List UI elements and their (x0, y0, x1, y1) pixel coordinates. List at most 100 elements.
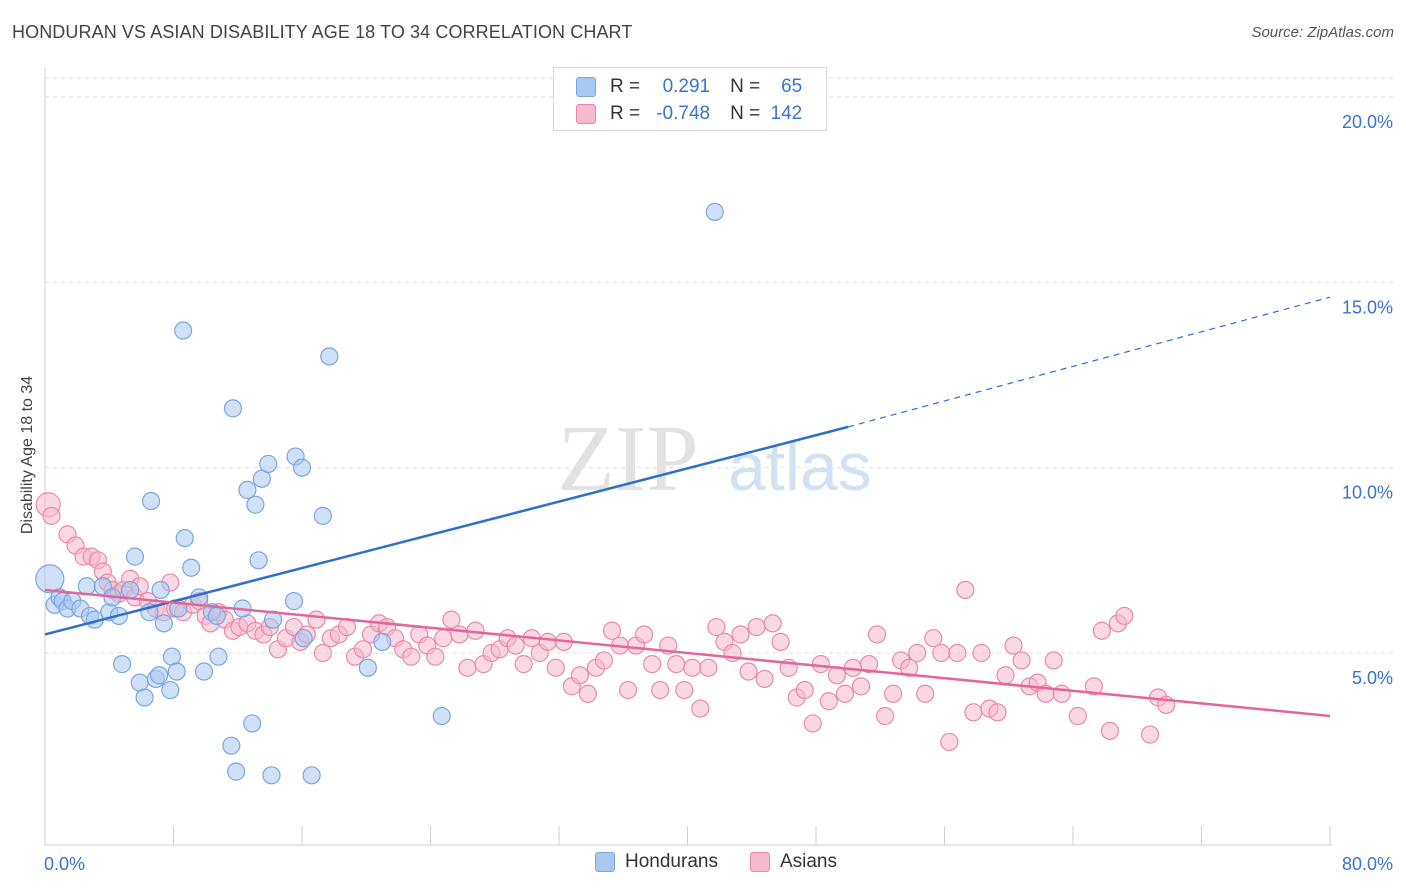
asian-point (1044, 651, 1063, 670)
honduran-point (135, 688, 154, 707)
honduran-point (161, 680, 180, 700)
asian-point (739, 662, 758, 681)
honduran-point (175, 528, 194, 548)
asian-point (643, 655, 662, 674)
asian-point (442, 610, 461, 629)
honduran-point (194, 662, 214, 681)
y-tick-label: 15.0% (1342, 297, 1393, 317)
asians-legend-label: Asians (779, 851, 837, 872)
asian-point (1084, 677, 1103, 696)
asian-point (707, 617, 726, 637)
asians-legend-swatch (749, 852, 770, 872)
legend-item-asians: Asians (749, 851, 837, 873)
asian-point (747, 617, 766, 637)
honduran-point (373, 632, 392, 651)
honduran-point (705, 202, 724, 222)
asian-point (458, 658, 477, 677)
honduran-point (238, 480, 257, 500)
honduran-point (313, 506, 332, 525)
asian-point (1012, 651, 1031, 670)
asian-point (763, 614, 782, 633)
asian-point (42, 506, 61, 525)
asian-point (956, 580, 975, 600)
asian-point (426, 647, 445, 666)
hondurans-n-value: 65 (781, 76, 803, 97)
axes (44, 68, 1332, 846)
stats-legend: R = 0.291 N = 65 R = -0.748 N = 142 (553, 67, 827, 131)
n-label: N = (730, 103, 761, 124)
asians-points (35, 492, 1176, 752)
watermark-atlas: atlas (728, 429, 872, 505)
tick-labels: 5.0% 10.0% 15.0% 20.0% 0.0% 80.0% (44, 112, 1393, 874)
asian-point (908, 643, 927, 663)
asian-point (546, 658, 565, 677)
asian-point (940, 732, 959, 752)
asian-point (691, 699, 710, 718)
asian-point (699, 658, 718, 677)
asian-point (514, 655, 533, 674)
asian-point (819, 692, 838, 711)
n-label: N = (730, 76, 761, 97)
asian-point (900, 658, 919, 677)
honduran-point (222, 736, 241, 755)
honduran-point (35, 564, 65, 594)
honduran-point (207, 606, 226, 626)
asian-point (651, 680, 670, 700)
x-tick-label-min: 0.0% (44, 854, 85, 874)
asian-point (803, 714, 822, 733)
asian-point (602, 621, 622, 640)
honduran-point (151, 580, 170, 600)
honduran-point (302, 766, 321, 785)
asian-point (755, 669, 774, 689)
honduran-point (292, 458, 312, 477)
asian-point (964, 703, 983, 722)
series-legend: Hondurans Asians (595, 851, 869, 873)
asian-point (867, 625, 887, 644)
asian-point (988, 703, 1007, 722)
asians-trend-line (44, 588, 1331, 718)
asian-point (434, 629, 453, 648)
source-credit: Source: ZipAtlas.com (1251, 24, 1394, 41)
honduran-point (227, 762, 246, 781)
honduran-point (167, 662, 186, 681)
y-tick-label: 20.0% (1342, 112, 1393, 132)
asian-point (1068, 706, 1087, 726)
asians-swatch (576, 104, 596, 124)
honduran-point (154, 614, 173, 633)
asian-point (1115, 606, 1134, 626)
asian-point (972, 643, 991, 663)
y-tick-label: 5.0% (1352, 668, 1393, 688)
honduran-point (284, 592, 304, 611)
chart-title: HONDURAN VS ASIAN DISABILITY AGE 18 TO 3… (12, 22, 633, 42)
asian-point (313, 643, 332, 663)
honduran-point (249, 551, 268, 570)
y-tick-label: 10.0% (1342, 483, 1393, 503)
hondurans-trend-line (44, 425, 849, 636)
asian-point (1004, 636, 1023, 655)
asian-point (675, 680, 694, 700)
honduran-point (243, 714, 262, 733)
hondurans-r-value: 0.291 (662, 76, 711, 97)
honduran-point (259, 454, 278, 474)
honduran-point (121, 580, 140, 600)
asian-point (538, 632, 557, 651)
asian-point (683, 658, 702, 677)
asian-point (924, 629, 943, 648)
asian-point (635, 625, 654, 644)
honduran-point (262, 766, 281, 785)
asian-point (795, 680, 814, 700)
honduran-point (125, 547, 145, 566)
asian-point (1100, 721, 1120, 740)
hondurans-points (35, 202, 724, 785)
honduran-point (112, 655, 132, 674)
asian-point (402, 647, 421, 666)
asians-n-value: 142 (770, 103, 803, 124)
asian-point (506, 636, 525, 655)
asian-point (667, 655, 686, 674)
asian-point (811, 655, 830, 674)
honduran-point (223, 399, 243, 418)
r-label: R = (610, 76, 641, 97)
hondurans-trend-extension (847, 296, 1331, 428)
asian-point (771, 632, 790, 651)
